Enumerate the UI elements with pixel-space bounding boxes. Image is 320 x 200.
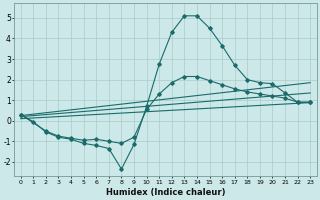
X-axis label: Humidex (Indice chaleur): Humidex (Indice chaleur) (106, 188, 225, 197)
